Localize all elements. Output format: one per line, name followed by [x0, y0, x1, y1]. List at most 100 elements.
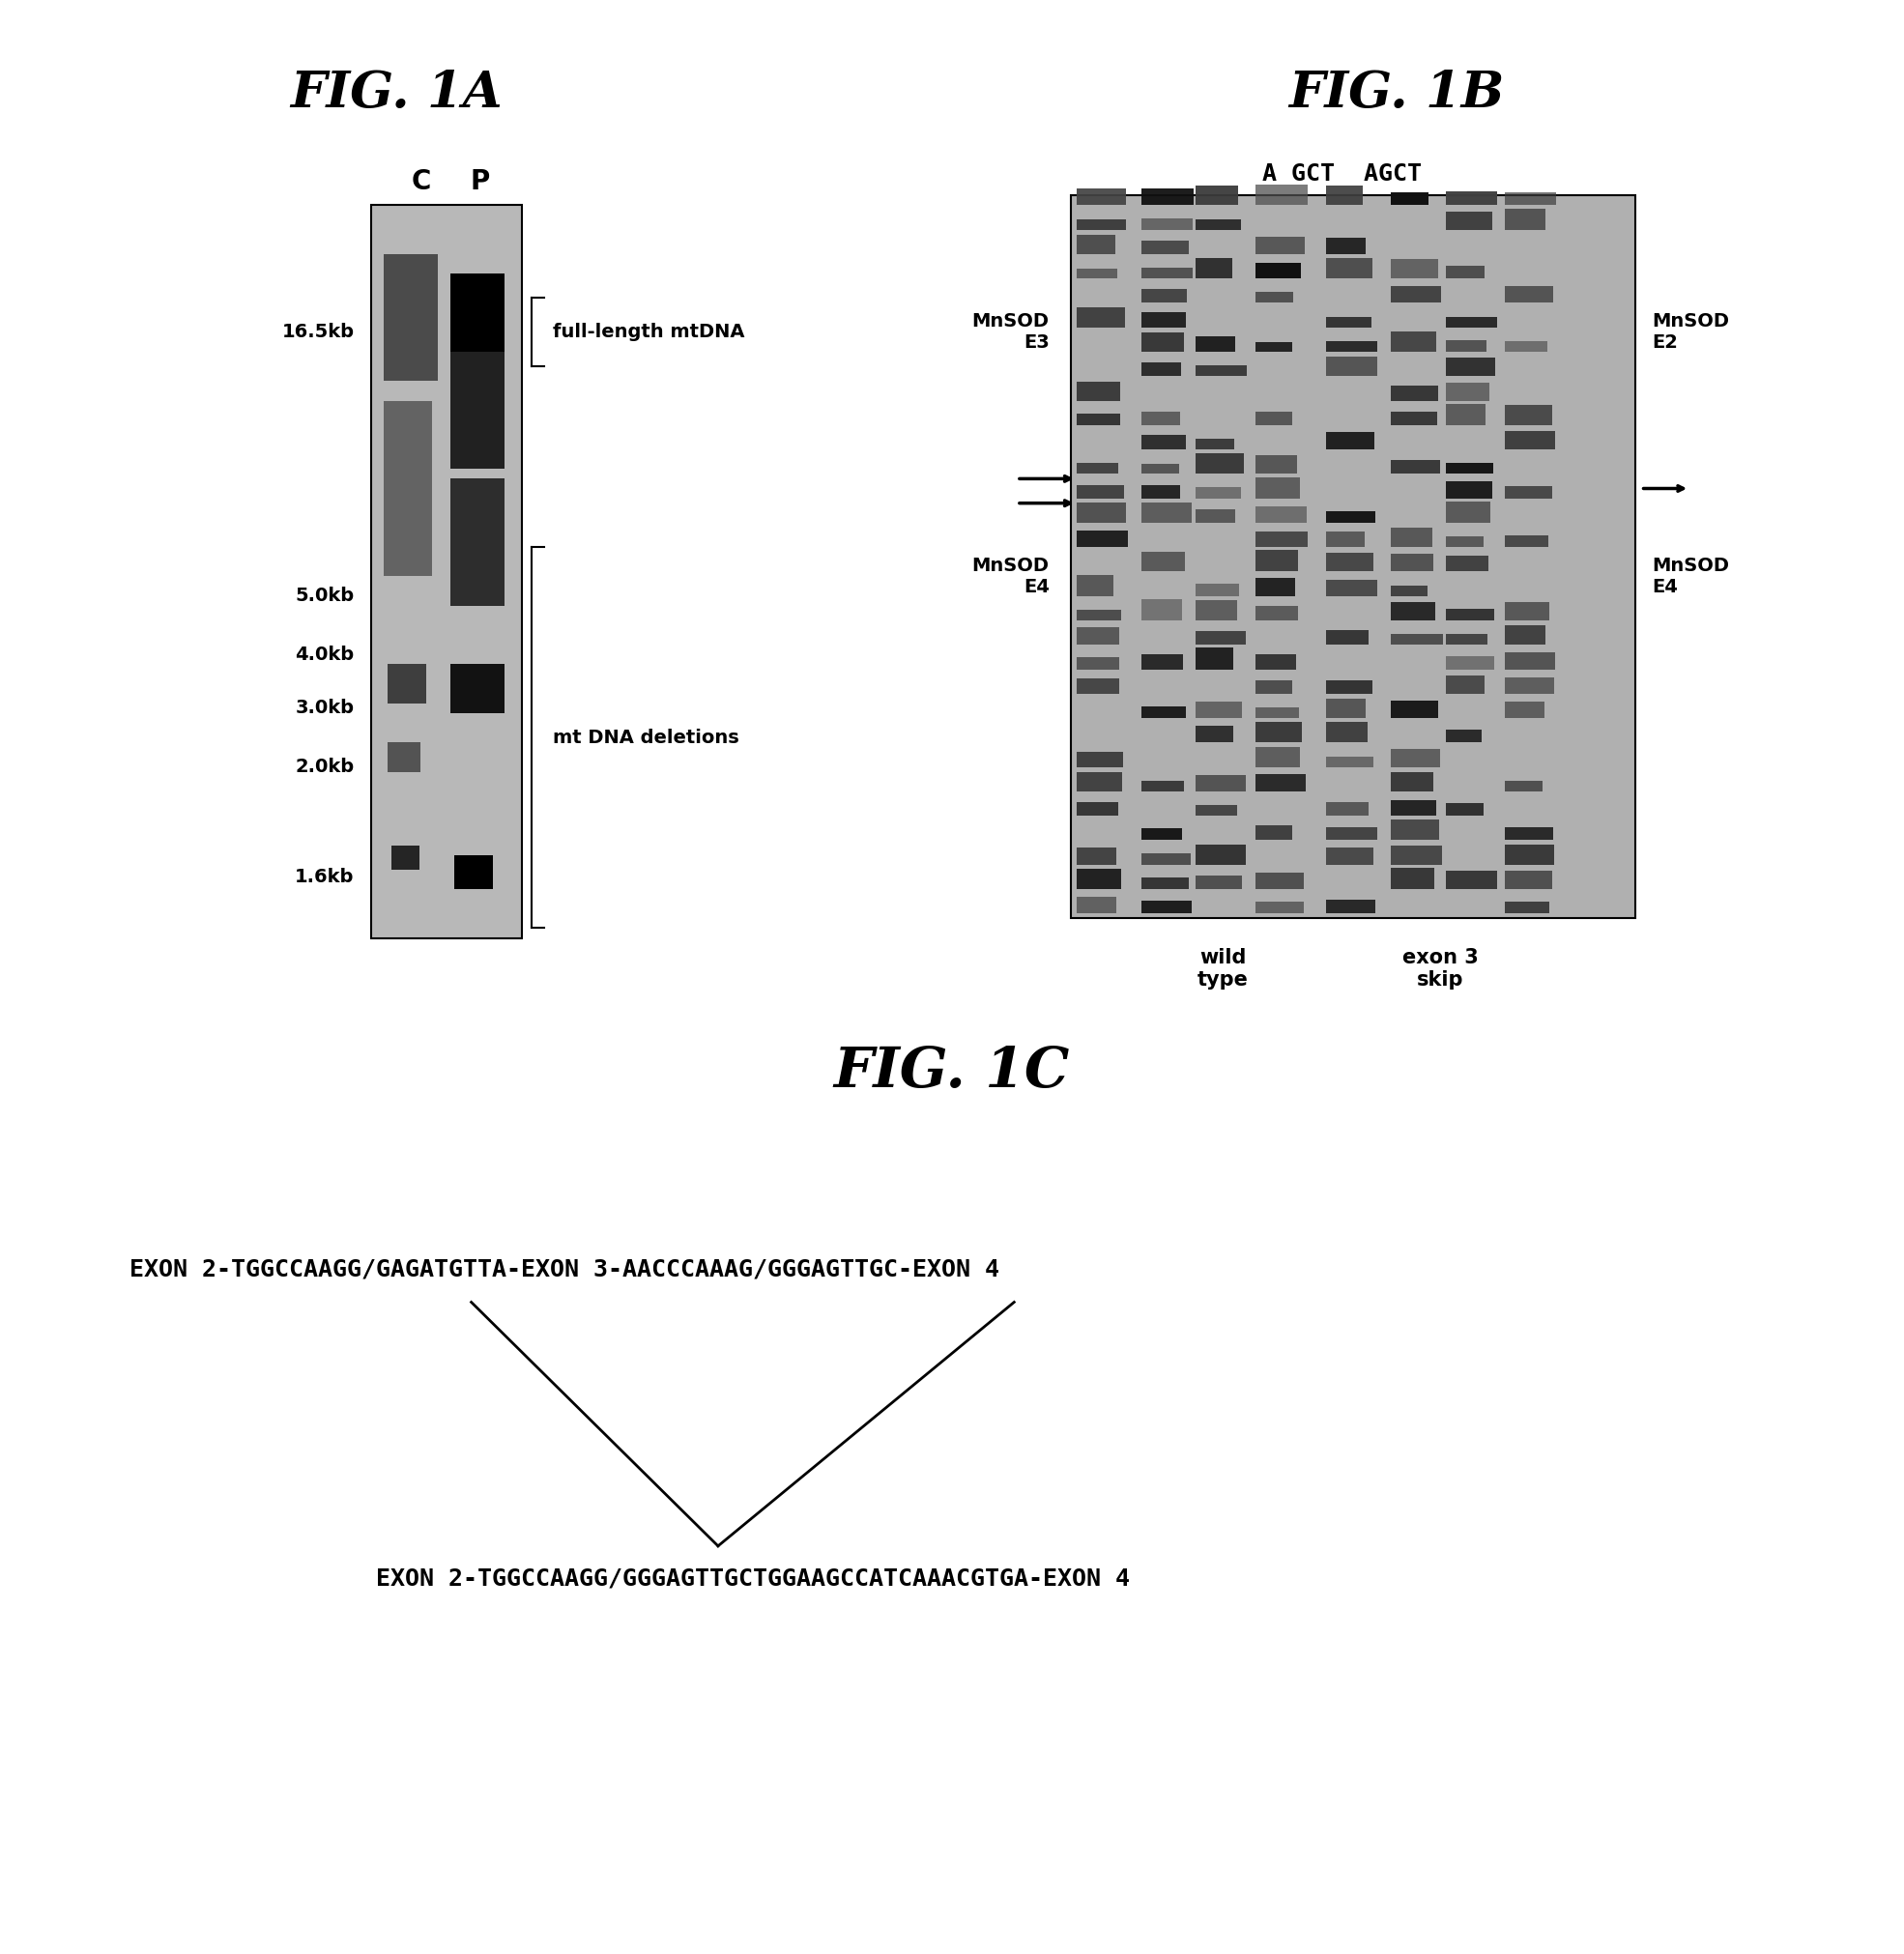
Bar	[1392, 748, 1439, 768]
Bar	[1255, 873, 1304, 889]
Bar	[1142, 240, 1190, 254]
Bar	[1255, 723, 1302, 743]
Text: MnSOD
E4: MnSOD E4	[1651, 557, 1729, 596]
Bar	[1142, 828, 1182, 840]
Bar	[1142, 268, 1192, 277]
Bar	[1255, 707, 1299, 719]
Bar	[383, 254, 438, 381]
Bar	[1196, 727, 1232, 743]
Bar	[1076, 234, 1116, 254]
Bar	[451, 352, 505, 469]
Bar	[1506, 844, 1554, 866]
Bar	[1325, 238, 1365, 254]
Bar	[1325, 680, 1373, 694]
Bar	[1076, 502, 1125, 524]
Text: EXON 2-TGGCCAAGG/GGGAGTTGCTGGAAGCCATCAAACGTGA-EXON 4: EXON 2-TGGCCAAGG/GGGAGTTGCTGGAAGCCATCAAA…	[377, 1567, 1131, 1591]
Bar	[1255, 551, 1299, 571]
Bar	[1506, 701, 1544, 719]
Bar	[1255, 680, 1293, 694]
Text: EXON 2-TGGCCAAGG/GAGATGTTA-EXON 3-AACCCAAAG/GGGAGTTGC-EXON 4: EXON 2-TGGCCAAGG/GAGATGTTA-EXON 3-AACCCA…	[129, 1258, 1000, 1282]
Bar	[1445, 555, 1489, 571]
Bar	[1196, 438, 1234, 449]
Bar	[1255, 506, 1306, 524]
Bar	[1445, 266, 1483, 277]
Bar	[1445, 340, 1487, 352]
Bar	[1196, 600, 1238, 621]
Bar	[1255, 774, 1306, 791]
Bar	[1142, 600, 1182, 621]
Text: wild
type: wild type	[1198, 948, 1249, 989]
Bar	[1142, 219, 1194, 229]
Bar	[1076, 414, 1120, 424]
Bar	[1325, 848, 1373, 866]
Bar	[1196, 701, 1241, 719]
Bar	[1196, 875, 1241, 889]
Bar	[1392, 191, 1428, 205]
Text: 4.0kb: 4.0kb	[295, 645, 354, 664]
Bar	[1445, 317, 1497, 326]
Bar	[1445, 633, 1487, 645]
Bar	[1445, 535, 1483, 547]
Bar	[1076, 610, 1121, 621]
Bar	[1445, 502, 1491, 524]
Bar	[1142, 852, 1190, 866]
Bar	[1196, 219, 1241, 229]
Bar	[1196, 649, 1234, 668]
Bar	[1445, 211, 1493, 229]
Bar	[1325, 512, 1375, 524]
Bar	[1076, 219, 1125, 229]
Bar	[1506, 678, 1554, 694]
Bar	[1445, 483, 1493, 498]
Bar	[451, 274, 505, 352]
Bar	[1445, 404, 1485, 424]
Bar	[1076, 772, 1121, 791]
Bar	[451, 479, 505, 606]
Bar	[1325, 801, 1369, 817]
Bar	[1392, 772, 1434, 791]
Text: 5.0kb: 5.0kb	[295, 586, 354, 606]
Bar	[1506, 432, 1556, 449]
Bar	[1196, 584, 1240, 596]
Bar	[1506, 625, 1544, 645]
Bar	[371, 205, 522, 938]
Bar	[1392, 260, 1439, 277]
Bar	[1506, 404, 1552, 424]
Bar	[1325, 317, 1371, 326]
Bar	[1142, 289, 1188, 303]
Bar	[1076, 574, 1114, 596]
Bar	[1325, 432, 1375, 449]
Text: 2.0kb: 2.0kb	[295, 758, 354, 776]
Bar	[1325, 258, 1373, 277]
Bar	[1325, 723, 1367, 743]
Bar	[1506, 602, 1550, 621]
Bar	[1506, 191, 1556, 205]
Bar	[1076, 381, 1120, 401]
Text: MnSOD
E2: MnSOD E2	[1651, 313, 1729, 352]
Bar	[1142, 412, 1180, 424]
Bar	[1392, 528, 1432, 547]
Bar	[1255, 477, 1300, 498]
Bar	[1255, 825, 1293, 840]
Text: MnSOD
E4: MnSOD E4	[971, 557, 1049, 596]
Bar	[1255, 901, 1304, 914]
Bar	[1076, 752, 1123, 768]
Bar	[1196, 186, 1238, 205]
Text: exon 3
skip: exon 3 skip	[1401, 948, 1478, 989]
Bar	[1255, 410, 1293, 424]
Bar	[1445, 191, 1497, 205]
Bar	[383, 401, 432, 576]
Bar	[1255, 262, 1300, 277]
Bar	[1142, 553, 1184, 571]
Bar	[1506, 535, 1548, 547]
Bar	[1196, 510, 1236, 524]
Bar	[1142, 782, 1184, 791]
Text: full-length mtDNA: full-length mtDNA	[552, 322, 744, 342]
Text: 16.5kb: 16.5kb	[282, 322, 354, 342]
Bar	[1076, 870, 1121, 889]
Bar	[451, 664, 505, 713]
Bar	[1142, 313, 1186, 326]
Text: 1.6kb: 1.6kb	[295, 868, 354, 887]
Bar	[1142, 361, 1180, 375]
Bar	[1255, 291, 1293, 303]
Bar	[1076, 627, 1120, 645]
